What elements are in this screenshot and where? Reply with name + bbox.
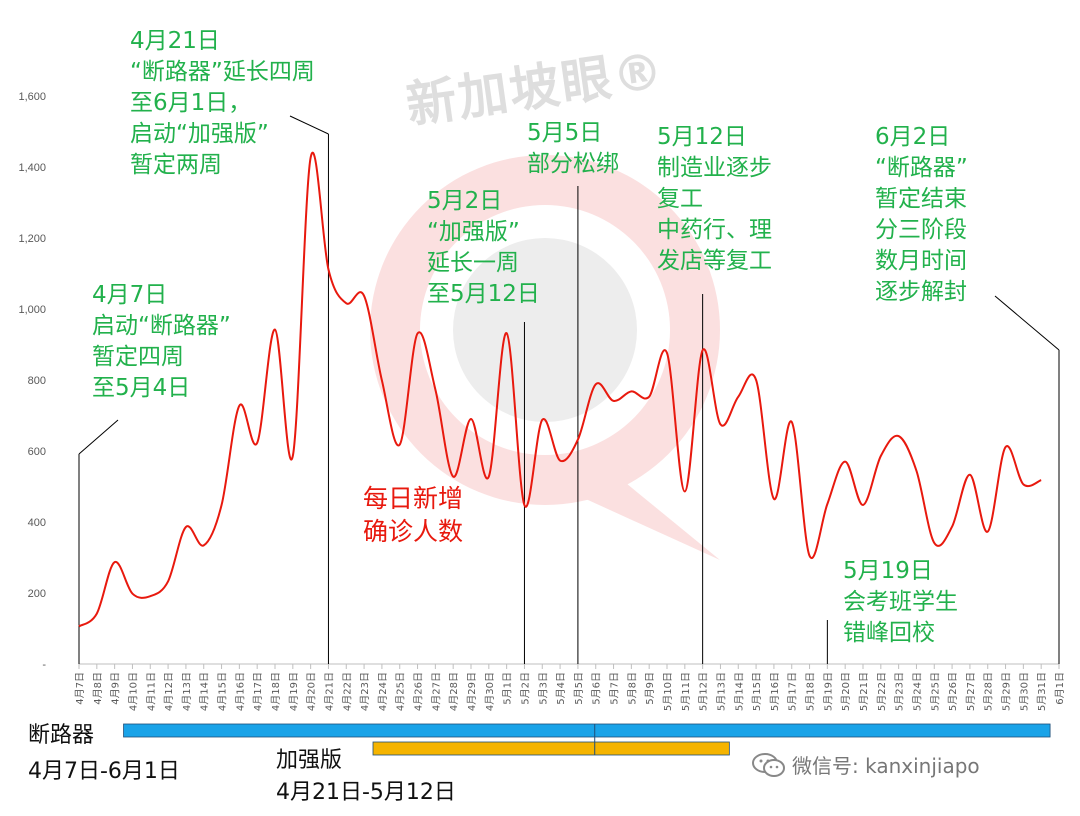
- annotation-may2: 5月2日 “加强版” 延长一周 至5月12日: [427, 188, 540, 307]
- annotation-may5: 5月5日 部分松绑: [527, 120, 619, 177]
- x-tick-label: 5月31日: [1036, 672, 1048, 711]
- x-tick-label: 4月11日: [145, 672, 157, 711]
- x-tick-label: 4月30日: [484, 672, 496, 711]
- wechat-id-text: 微信号: kanxinjiapo: [792, 754, 980, 778]
- annotation-may19: 5月19日 会考班学生 错峰回校: [843, 558, 958, 646]
- leader-line: [289, 115, 329, 135]
- x-tick-label: 5月25日: [929, 672, 941, 711]
- x-tick-label: 5月3日: [537, 672, 549, 705]
- annotation-apr7: 4月7日 启动“断路器” 暂定四周 至5月4日: [92, 282, 231, 401]
- y-tick-label: -: [42, 659, 46, 671]
- circuit-breaker-period: 4月7日-6月1日: [28, 759, 180, 784]
- x-tick-label: 4月27日: [430, 672, 442, 711]
- x-tick-label: 5月5日: [573, 672, 585, 705]
- x-tick-label: 4月12日: [163, 672, 175, 711]
- x-tick-label: 4月19日: [288, 672, 300, 711]
- x-tick-label: 4月24日: [377, 672, 389, 711]
- y-tick-label: 800: [28, 375, 46, 387]
- x-tick-label: 5月10日: [662, 672, 674, 711]
- series-line: [78, 151, 1042, 628]
- enhanced-name: 加强版: [276, 748, 343, 773]
- y-tick-label: 1,400: [18, 162, 46, 174]
- x-tick-label: 4月14日: [199, 672, 211, 711]
- x-tick-label: 5月22日: [876, 672, 888, 711]
- circuit-breaker-name: 断路器: [28, 723, 95, 748]
- x-tick-label: 5月7日: [609, 672, 621, 705]
- x-tick-label: 5月30日: [1018, 672, 1030, 711]
- annotation-jun2: 6月2日 “断路器” 暂定结束 分三阶段 数月时间 逐步解封: [875, 124, 968, 305]
- x-tick-label: 5月17日: [787, 672, 799, 711]
- x-tick-label: 4月23日: [359, 672, 371, 711]
- x-tick-label: 4月10日: [127, 672, 139, 711]
- x-tick-label: 5月16日: [769, 672, 781, 711]
- y-tick-label: 200: [28, 588, 46, 600]
- x-tick-labels: 4月7日 4月8日 4月9日 4月10日 4月11日 4月12日 4月13日 4月14日 4月1…: [74, 664, 1066, 711]
- x-tick-label: 5月9日: [644, 672, 656, 705]
- x-tick-label: 5月19日: [822, 672, 834, 711]
- annotation-may12: 5月12日 制造业逐步 复工 中药行、理 发店等复工: [657, 124, 772, 274]
- x-tick-label: 5月1日: [502, 672, 514, 705]
- x-tick-label: 5月12日: [698, 672, 710, 711]
- x-tick-label: 4月21日: [323, 672, 335, 711]
- x-tick-label: 4月22日: [341, 672, 353, 711]
- x-tick-label: 4月28日: [448, 672, 460, 711]
- y-tick-label: 400: [28, 517, 46, 529]
- x-tick-label: 4月18日: [270, 672, 282, 711]
- annotation-apr21: 4月21日 “断路器”延长四周 至6月1日， 启动“加强版” 暂定两周: [130, 28, 315, 178]
- x-tick-label: 4月26日: [413, 672, 425, 711]
- x-tick-label: 5月6日: [591, 672, 603, 705]
- period-bar: [372, 741, 730, 756]
- x-tick-label: 5月21日: [858, 672, 870, 711]
- wechat-id: 微信号: kanxinjiapo: [752, 750, 980, 779]
- x-tick-label: 5月8日: [626, 672, 638, 705]
- x-tick-label: 5月24日: [911, 672, 923, 711]
- y-tick-label: 1,200: [18, 233, 46, 245]
- leader-line: [994, 295, 1060, 351]
- x-tick-label: 5月23日: [894, 672, 906, 711]
- wechat-icon: [752, 752, 785, 777]
- x-tick-label: 4月8日: [92, 672, 104, 705]
- y-tick-label: 1,600: [18, 91, 46, 103]
- x-tick-label: 5月14日: [733, 672, 745, 711]
- x-tick-label: 5月2日: [519, 672, 531, 705]
- x-tick-label: 5月18日: [805, 672, 817, 711]
- x-tick-label: 5月29日: [1001, 672, 1013, 711]
- x-tick-label: 5月11日: [680, 672, 692, 711]
- y-tick-labels: - 200 400 600 800 1,000 1,200 1,400 1,600: [18, 91, 46, 671]
- x-tick-label: 4月25日: [395, 672, 407, 711]
- x-tick-label: 5月27日: [965, 672, 977, 711]
- x-tick-label: 5月4日: [555, 672, 567, 705]
- y-tick-label: 1,000: [18, 304, 46, 316]
- x-tick-label: 4月15日: [217, 672, 229, 711]
- x-tick-label: 4月20日: [306, 672, 318, 711]
- x-tick-label: 5月15日: [751, 672, 763, 711]
- y-tick-label: 600: [28, 446, 46, 458]
- enhanced-period: 4月21日-5月12日: [276, 780, 456, 805]
- annotation-leader-lines: [78, 115, 1060, 664]
- x-tick-label: 5月28日: [983, 672, 995, 711]
- x-tick-label: 5月13日: [715, 672, 727, 711]
- x-tick-label: 4月9日: [110, 672, 122, 705]
- x-tick-label: 5月26日: [947, 672, 959, 711]
- x-tick-label: 4月17日: [252, 672, 264, 711]
- x-tick-label: 4月7日: [74, 672, 86, 705]
- period-bars: [123, 723, 1051, 756]
- period-bar: [123, 723, 1051, 738]
- x-tick-label: 5月20日: [840, 672, 852, 711]
- x-tick-label: 4月16日: [234, 672, 246, 711]
- x-tick-label: 4月13日: [181, 672, 193, 711]
- series-label: 每日新增 确诊人数: [363, 484, 464, 546]
- x-tick-label: 6月1日: [1054, 672, 1066, 705]
- x-tick-label: 4月29日: [466, 672, 478, 711]
- leader-line: [78, 419, 119, 455]
